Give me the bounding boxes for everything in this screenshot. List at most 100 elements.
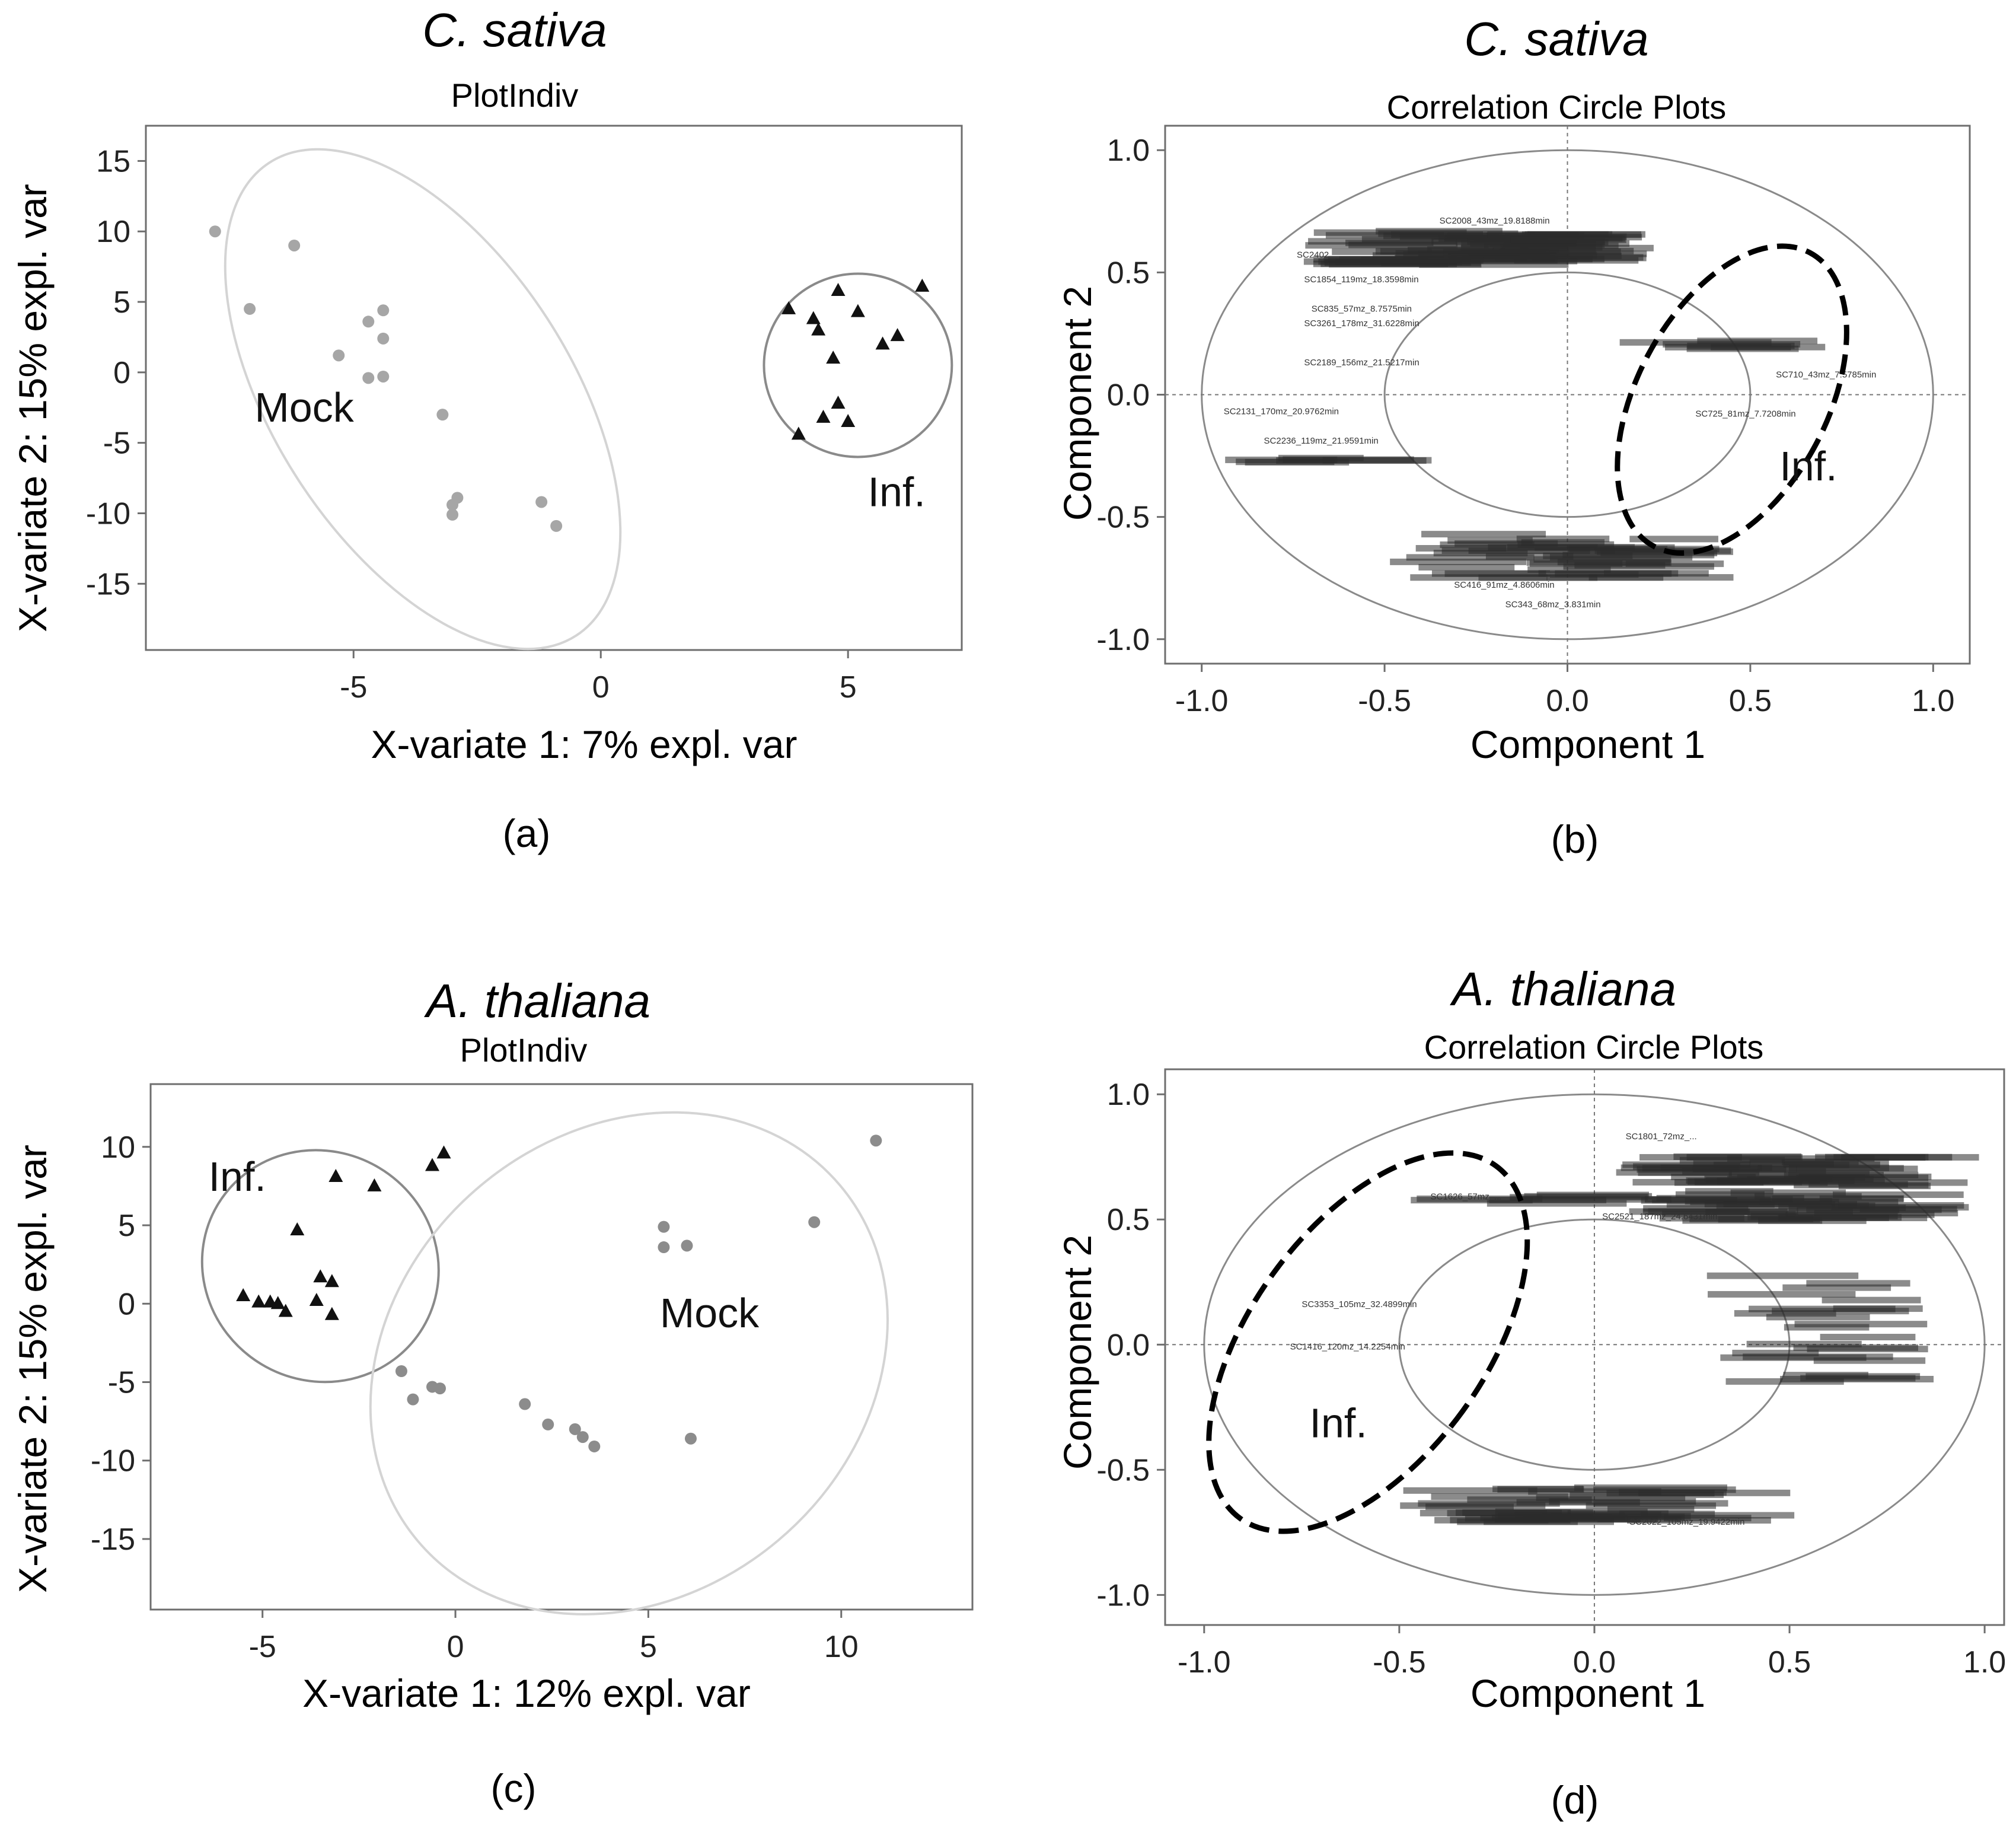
panel-d-variable-label-mark [1656, 1194, 1804, 1202]
panel-c-point-mock [542, 1418, 554, 1430]
panel-a-xtick-label: -5 [340, 670, 367, 705]
panel-b-variable-label-mark [1410, 574, 1548, 581]
panel-c-ylabel: X-variate 2: 15% expl. var [11, 1145, 55, 1593]
panel-a-ylabel: X-variate 2: 15% expl. var [11, 184, 55, 632]
panel-c-point-mock [681, 1239, 693, 1252]
panel-d-variable-label-mark [1400, 1502, 1546, 1509]
panel-c-ytick-label: -15 [91, 1522, 135, 1557]
panel-d-variable-label-mark [1674, 1179, 1828, 1186]
panel-d-xtick-label: -1.0 [1178, 1645, 1231, 1680]
panel-a-point-inf [826, 350, 841, 364]
panel-b-variable-label-mark [1415, 545, 1507, 552]
panel-b-variable-label-mark [1440, 541, 1535, 549]
panel-b-variable-label-mark [1419, 261, 1569, 268]
panel-d-variable-label-mark [1788, 1165, 1904, 1172]
panel-d-variable-label-mark [1730, 1189, 1846, 1196]
panel-a-ytick-label: 0 [113, 356, 130, 390]
panel-d-variable-label-mark [1772, 1195, 1904, 1202]
panel-d-variable-label-mark [1682, 1217, 1823, 1224]
panel-d-variable-label-mark [1720, 1354, 1867, 1361]
panel-d-variable-label: SC1801_72mz_... [1626, 1132, 1697, 1142]
panel-c: A. thaliana PlotIndiv -5 0 5 10 10 5 0 -5 -10 -15… [11, 974, 974, 1810]
panel-d-variable-label-mark [1778, 1202, 1875, 1209]
panel-b-variable-label: SC1854_119mz_18.3598min [1304, 275, 1418, 285]
panel-b-variable-label-mark [1462, 256, 1593, 263]
panel-d-variable-label-mark [1806, 1280, 1910, 1287]
panel-a-point-mock [333, 349, 345, 362]
panel-d-xtick-label: 0.0 [1573, 1645, 1616, 1680]
panel-d-variable-label-mark [1807, 1346, 1928, 1353]
panel-c-xtick-label: -5 [249, 1630, 276, 1664]
panel-d-variable-label-mark [1784, 1324, 1870, 1331]
panel-c-point-inf [290, 1222, 305, 1235]
panel-b-variable-label-mark [1361, 257, 1484, 264]
panel-b-variable-label-mark [1510, 236, 1626, 243]
panel-c-point-mock [407, 1393, 419, 1406]
panel-a-point-mock [377, 370, 390, 383]
panel-a-subtitle: PlotIndiv [451, 77, 579, 114]
panel-d-variable-label-mark [1685, 1188, 1773, 1195]
panel-d-variable-label-mark [1467, 1496, 1592, 1503]
panel-b-variable-label-mark [1697, 337, 1818, 345]
panel-c-point-inf [278, 1304, 293, 1317]
panel-d-variable-label-mark [1833, 1191, 1964, 1198]
panel-a-label: (a) [503, 811, 551, 855]
panel-c-xtick-label: 0 [447, 1630, 464, 1664]
panel-d-variable-label-mark [1727, 1155, 1875, 1162]
panel-d-variable-label-mark [1838, 1183, 1931, 1190]
panel-d-variable-label-mark [1619, 1511, 1715, 1518]
panel-d-variable-label-mark [1593, 1500, 1728, 1507]
panel-b-variable-label-mark [1431, 570, 1551, 577]
panel-b-variable-label: SC3261_178mz_31.6228min [1304, 318, 1419, 329]
panel-c-ytick-label: 5 [118, 1209, 135, 1243]
panel-a: C. sativa PlotIndiv -5 0 5 15 10 5 0 -5 -10 -15 Mo… [11, 4, 963, 855]
panel-b-variable-label: SC2131_170mz_20.9762min [1224, 406, 1339, 416]
panel-a-point-inf [875, 336, 890, 350]
panel-c-point-inf [367, 1178, 382, 1191]
panel-b-variable-label-mark [1276, 457, 1427, 464]
panel-d-variable-label-mark [1708, 1291, 1856, 1298]
panel-b: C. sativa Correlation Circle Plots -1.0-… [1055, 12, 1971, 861]
panel-b-variable-label-mark [1521, 539, 1605, 546]
panel-b-variable-label-mark [1332, 248, 1432, 255]
panel-d-variable-label-mark [1766, 1314, 1870, 1321]
panel-d-variable-label-mark [1831, 1204, 1969, 1211]
panel-d-variable-label-mark [1619, 1489, 1727, 1496]
panel-c-species-title: A. thaliana [424, 974, 650, 1027]
panel-d-ylabel: Component 2 [1055, 1235, 1099, 1470]
panel-c-ellipse-mock [369, 1111, 889, 1615]
panel-a-ytick-label: 15 [96, 144, 130, 179]
panel-a-ytick-label: -10 [86, 496, 130, 531]
panel-c-point-mock [658, 1241, 670, 1254]
panel-d-variable-label-mark [1497, 1486, 1584, 1493]
panel-d-variable-label-mark [1706, 1272, 1859, 1279]
panel-a-point-inf [850, 304, 865, 317]
panel-b-variable-label-mark [1418, 563, 1515, 571]
panel-d-xtick-label: 1.0 [1963, 1645, 2006, 1680]
panel-a-plot-frame [145, 125, 963, 651]
panel-b-variable-label-mark [1711, 343, 1826, 350]
panel-d-ytick-label: 1.0 [1107, 1078, 1150, 1112]
panel-c-label: (c) [491, 1766, 537, 1810]
panel-a-point-mock [377, 332, 390, 345]
panel-c-annotation-mock: Mock [660, 1290, 760, 1336]
panel-d-ellipse-inf [1206, 1150, 1530, 1534]
panel-a-point-mock [550, 520, 563, 532]
panel-b-variable-label-mark [1520, 250, 1647, 257]
panel-d-variable-label-mark [1782, 1284, 1891, 1291]
panel-a-point-inf [841, 414, 856, 428]
panel-b-ytick-label: 1.0 [1107, 133, 1150, 168]
panel-d-subtitle: Correlation Circle Plots [1424, 1028, 1764, 1066]
panel-b-annotation-inf: Inf. [1779, 443, 1837, 489]
panel-d-variable-label-mark [1510, 1194, 1648, 1201]
panel-b-variable-label-mark [1391, 231, 1483, 238]
panel-c-point-mock [434, 1382, 446, 1395]
panel-b-ytick-label: -0.5 [1096, 501, 1150, 535]
panel-d-label: (d) [1551, 1778, 1599, 1822]
panel-d-variable-label-mark [1411, 1197, 1533, 1204]
panel-d-variable-label-mark [1838, 1179, 1968, 1186]
panel-b-species-title: C. sativa [1464, 12, 1648, 65]
panel-d-variable-label: SC3353_105mz_32.4899min [1302, 1299, 1417, 1309]
panel-a-ytick-label: -5 [103, 426, 130, 461]
panel-c-point-mock [588, 1440, 601, 1452]
